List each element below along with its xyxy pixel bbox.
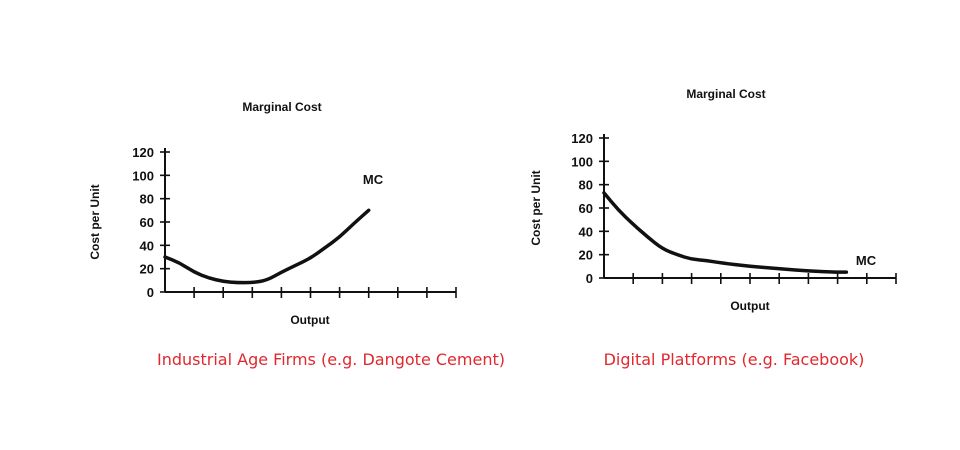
y-tick-label: 40 [579, 224, 593, 239]
mc-curve [602, 191, 849, 274]
y-tick-label: 20 [579, 248, 593, 263]
mc-series-label: MC [363, 172, 384, 187]
y-tick-label: 80 [140, 192, 154, 207]
chart-industrial: Marginal Cost Cost per Unit Output 0 20 40 60 8… [88, 100, 457, 327]
caption-digital: Digital Platforms (e.g. Facebook) [603, 350, 865, 369]
y-tick-label: 40 [140, 238, 154, 253]
x-axis-label: Output [730, 299, 769, 313]
mc-curve [163, 208, 371, 285]
chart-title: Marginal Cost [686, 87, 765, 101]
y-tick-label: 20 [140, 262, 154, 277]
y-axis-label: Cost per Unit [88, 184, 102, 259]
y-tick-label: 100 [571, 154, 593, 169]
y-tick-label: 120 [571, 131, 593, 146]
y-axis-label: Cost per Unit [529, 170, 543, 245]
y-tick-label: 100 [132, 168, 154, 183]
y-tick-label: 60 [579, 201, 593, 216]
y-tick-label: 80 [579, 178, 593, 193]
y-tick-label: 60 [140, 215, 154, 230]
chart-title: Marginal Cost [242, 100, 321, 114]
y-tick-label: 120 [132, 145, 154, 160]
x-axis-label: Output [290, 313, 329, 327]
y-tick-label: 0 [147, 285, 154, 300]
mc-series-label: MC [856, 253, 877, 268]
y-tick-label: 0 [586, 271, 593, 286]
caption-industrial: Industrial Age Firms (e.g. Dangote Cemen… [157, 350, 505, 369]
chart-digital: Marginal Cost Cost per Unit Output 0 20 40 60 8… [529, 87, 897, 313]
